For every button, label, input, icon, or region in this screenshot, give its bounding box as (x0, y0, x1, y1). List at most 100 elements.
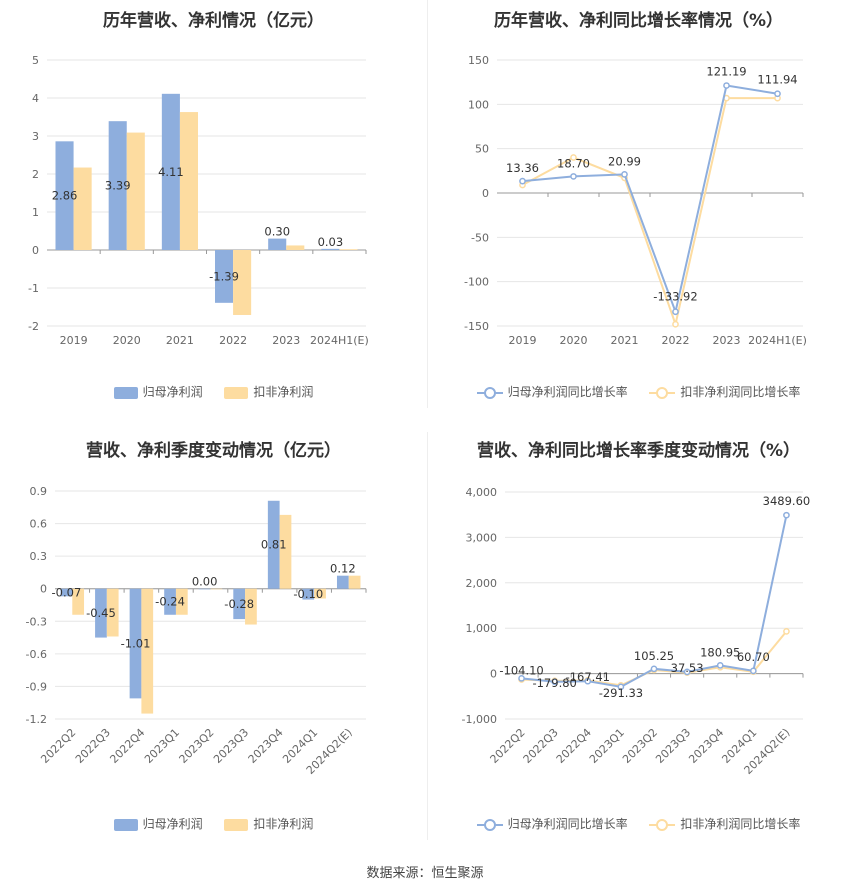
y-tick-label: 2,000 (466, 577, 498, 590)
legend-item-deducted-profit[interactable]: 扣非净利润 (224, 815, 313, 832)
quarterly-growth-chart: 营收、净利同比增长率季度变动情况（%） 4,000 3,000 2,000 1,000… (427, 430, 850, 840)
data-label: 3489.60 (763, 494, 811, 508)
y-tick-label: 5 (32, 54, 39, 67)
y-tick-label: -0.3 (26, 615, 47, 628)
data-point (518, 674, 525, 682)
data-label: 0.00 (192, 575, 218, 589)
bar-net-profit (233, 588, 246, 620)
data-point (749, 667, 757, 675)
legend-item-deducted-growth[interactable]: 扣非净利润同比增长率 (649, 383, 800, 400)
data-label: 13.36 (506, 161, 539, 175)
y-tick-label: 100 (468, 98, 489, 111)
bar-deducted-profit (314, 588, 326, 599)
data-label: -167.41 (566, 670, 610, 684)
legend-swatch (224, 386, 249, 399)
series-line-deducted-growth (522, 97, 778, 328)
data-point (774, 90, 781, 98)
data-point (621, 171, 628, 178)
y-tick-label: 150 (468, 54, 489, 67)
chart-title: 营收、净利季度变动情况（亿元） (86, 441, 341, 461)
data-label: 20.99 (608, 154, 641, 168)
legend-swatch (649, 818, 676, 831)
data-point (570, 154, 577, 161)
data-point (650, 665, 658, 673)
data-point (672, 320, 679, 328)
y-tick-label: -0.9 (26, 680, 47, 693)
legend-item-net-profit[interactable]: 归母净利润 (113, 383, 203, 400)
data-label: 37.53 (671, 661, 704, 675)
y-tick-label: 4 (32, 92, 39, 105)
data-point (672, 308, 679, 316)
y-tick-label: 0 (490, 668, 497, 681)
legend-item-deducted-growth[interactable]: 扣非净利润同比增长率 (649, 815, 800, 832)
x-tick-label: 2021 (611, 334, 639, 347)
data-label: 105.25 (634, 649, 674, 663)
data-label: 0.03 (318, 235, 344, 249)
data-point (716, 662, 724, 669)
y-tick-label: 0.6 (30, 518, 48, 531)
bar-deducted-profit (210, 588, 223, 590)
data-label: 0.81 (261, 538, 287, 552)
series-line-net-growth (522, 84, 778, 316)
data-label: 111.94 (757, 73, 797, 87)
data-point (570, 173, 577, 180)
legend: 归母净利润同比增长率 扣非净利润同比增长率 (427, 383, 850, 400)
y-tick-label: 2 (32, 168, 39, 181)
y-tick-label: 3,000 (466, 531, 498, 544)
bar-net-profit (95, 588, 107, 638)
data-label: -1.39 (209, 269, 239, 283)
legend-item-deducted-profit[interactable]: 扣非净利润 (224, 383, 313, 400)
legend-label: 归母净利润同比增长率 (507, 817, 628, 831)
data-label: 3.39 (105, 179, 131, 193)
data-label: 18.70 (557, 156, 590, 170)
x-tick-label: 2023Q2 (620, 726, 660, 766)
data-label: 2.86 (52, 189, 78, 203)
bar-net-profit (198, 588, 211, 590)
x-tick-label: 2023Q3 (211, 726, 251, 766)
y-tick-label: -150 (464, 320, 489, 333)
data-point (617, 683, 625, 691)
bar-deducted-profit (339, 249, 358, 250)
legend-item-net-growth[interactable]: 归母净利润同比增长率 (476, 815, 628, 832)
legend-item-net-growth[interactable]: 归母净利润同比增长率 (476, 383, 628, 400)
y-tick-label: 0 (40, 583, 47, 596)
y-tick-label: -2 (28, 320, 39, 333)
bar-deducted-profit (175, 588, 188, 615)
data-label: 121.19 (706, 65, 746, 79)
x-tick-label: 2023Q1 (142, 726, 182, 766)
x-tick-label: 2020 (113, 334, 141, 347)
legend-item-net-profit[interactable]: 归母净利润 (113, 815, 203, 832)
data-source: 数据来源：恒生聚源 (366, 866, 484, 881)
data-point (551, 678, 559, 686)
data-point (584, 677, 592, 685)
quarterly-profit-plot: 0.90.60.30-0.3-0.6-0.9-1.22022Q22022Q320… (26, 485, 367, 777)
data-label: -179.80 (532, 676, 576, 690)
legend-label: 扣非净利润同比增长率 (680, 385, 801, 399)
data-label: 4.11 (158, 165, 184, 179)
x-tick-label: 2023Q3 (653, 726, 693, 766)
y-tick-label: 0.3 (30, 550, 48, 563)
y-tick-label: 0.9 (30, 485, 48, 498)
x-tick-label: 2022Q4 (107, 726, 147, 766)
chart-title: 营收、净利同比增长率季度变动情况（%） (476, 441, 801, 461)
bar-deducted-profit (245, 588, 257, 625)
legend-swatch (649, 386, 676, 399)
bar-net-profit (164, 588, 176, 615)
data-point (783, 511, 790, 519)
x-tick-label: 2024H1(E) (310, 334, 369, 347)
data-point (783, 628, 790, 635)
x-tick-label: 2022 (662, 334, 690, 347)
x-tick-label: 2023Q4 (686, 726, 726, 766)
bar-net-profit (336, 575, 349, 589)
legend-label: 扣非净利润 (253, 385, 314, 399)
data-label: -0.24 (155, 595, 185, 609)
bar-deducted-profit (73, 167, 92, 250)
bar-deducted-profit (286, 245, 305, 250)
x-tick-label: 2022 (219, 334, 247, 347)
y-tick-label: 1 (32, 206, 39, 219)
legend-swatch (476, 386, 503, 399)
legend-swatch (113, 818, 138, 831)
legend-swatch (113, 386, 138, 399)
bar-net-profit (161, 93, 180, 250)
bar-deducted-profit (179, 112, 198, 250)
